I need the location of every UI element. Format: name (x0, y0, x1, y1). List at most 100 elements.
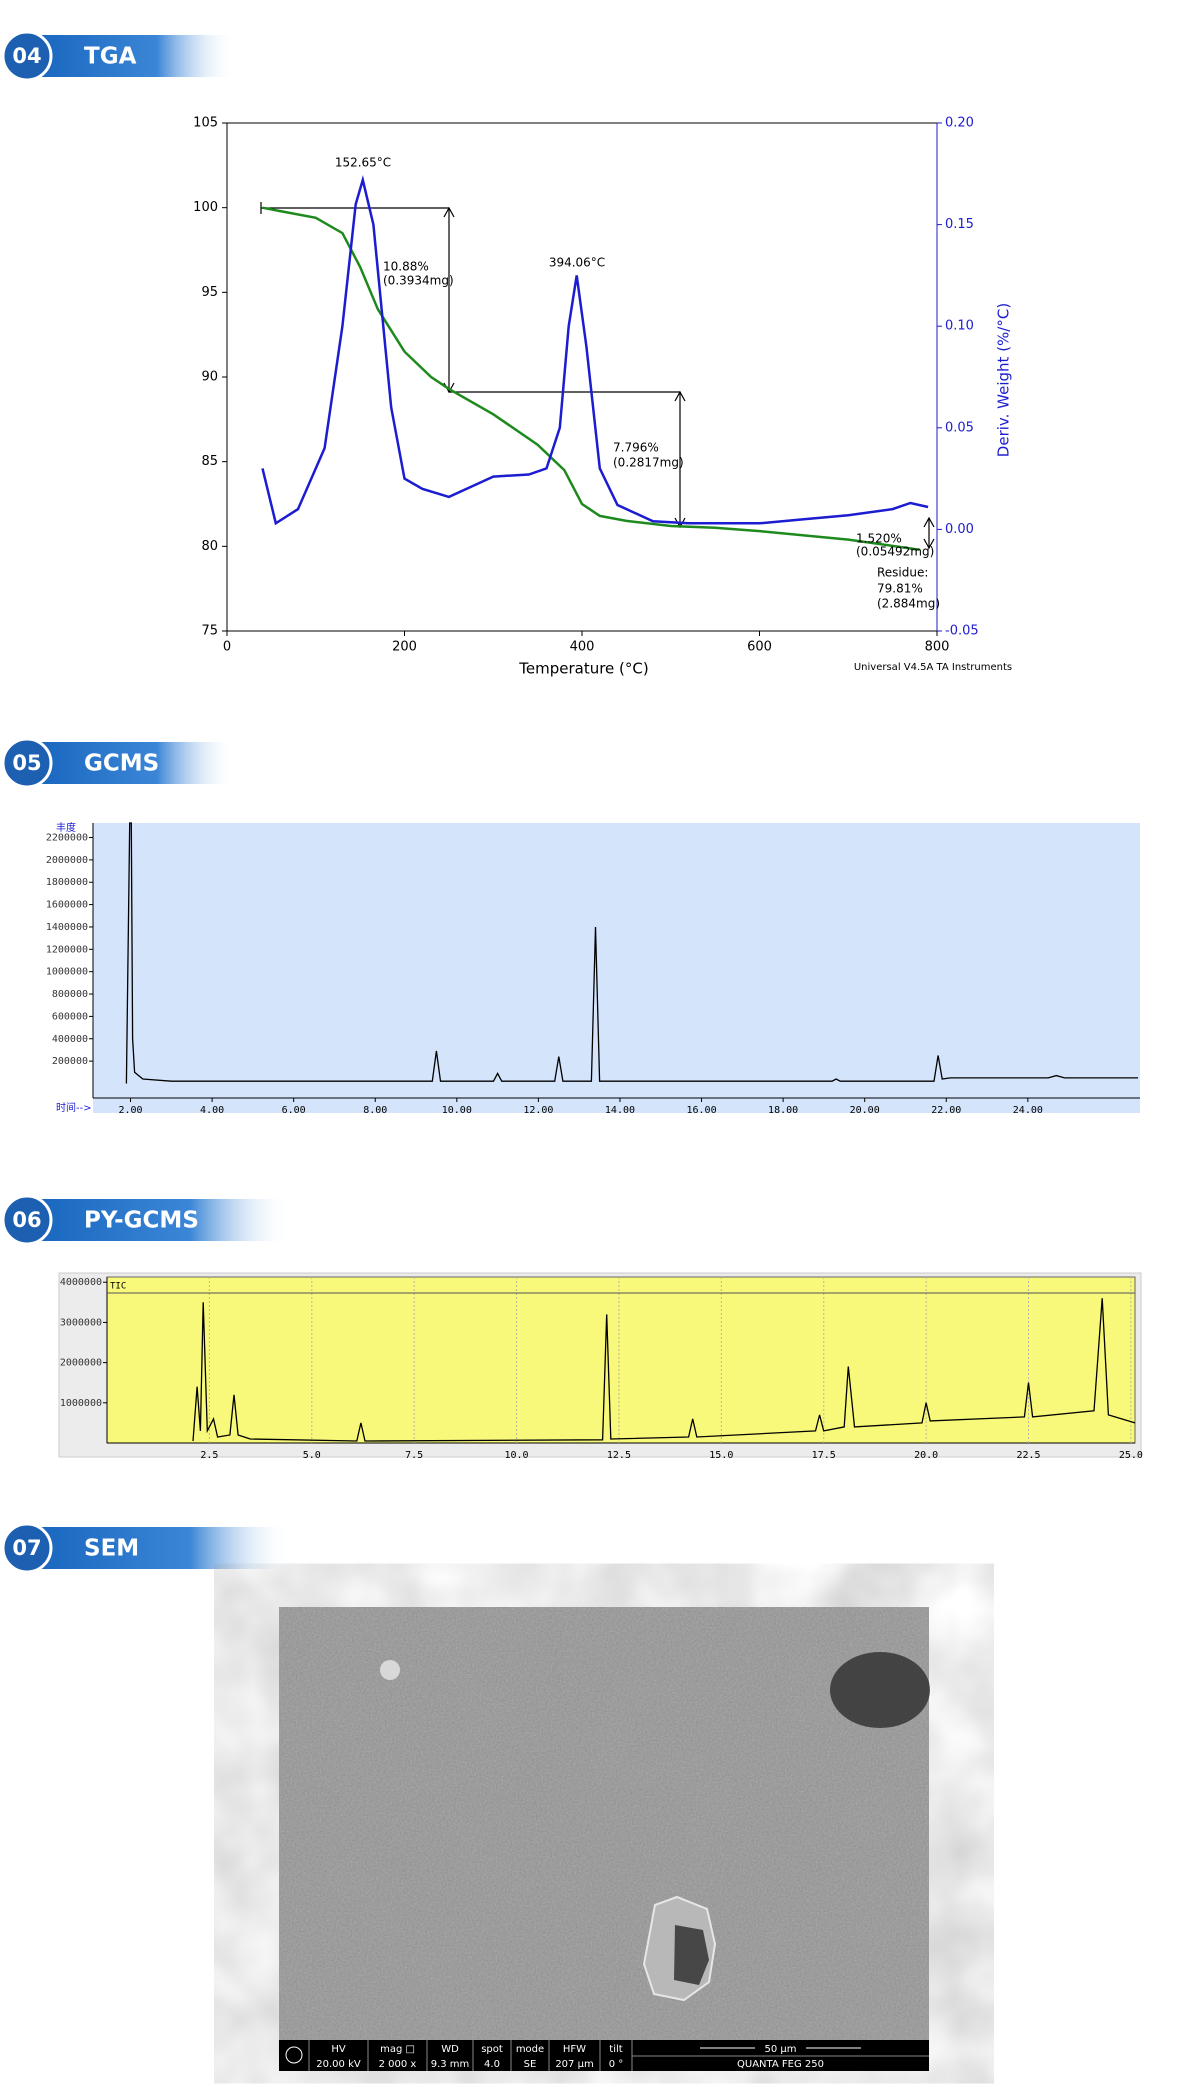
y-tick-label: 200000 (52, 1056, 88, 1067)
plot-area (93, 823, 1140, 1113)
info-value: QUANTA FEG 250 (737, 2059, 824, 2070)
annotation: (2.884mg) (877, 597, 940, 611)
info-value: 9.3 mm (431, 2059, 470, 2070)
info-label: HV (331, 2044, 346, 2055)
section-bar (40, 1527, 290, 1569)
section-number: 07 (12, 1536, 41, 1560)
annotation: 10.88% (383, 260, 429, 274)
y-tick-label: 2000000 (46, 855, 88, 866)
x-tick-label: 18.00 (768, 1105, 798, 1116)
x-tick-label: 5.0 (303, 1450, 321, 1461)
section-number: 04 (12, 44, 41, 68)
y2-tick-label: 0.20 (945, 116, 974, 131)
y-tick-label: 4000000 (60, 1277, 102, 1288)
y-tick-label: 1400000 (46, 922, 88, 933)
info-label: 50 µm (764, 2044, 796, 2055)
x-tick-label: 400 (570, 640, 595, 655)
section-bar (40, 35, 235, 77)
section-bar (40, 742, 235, 784)
info-value: 0 ° (609, 2059, 624, 2070)
x-tick-label: 200 (392, 640, 417, 655)
y-tick-label: 1200000 (46, 944, 88, 955)
x-tick-label: 600 (747, 640, 772, 655)
y-tick-label: 800000 (52, 989, 88, 1000)
y-tick-label: 2000000 (60, 1358, 102, 1369)
series-line (261, 175, 929, 526)
y2-tick-label: 0.05 (945, 420, 974, 435)
y-tick-label: 105 (193, 116, 218, 131)
x-tick-label: 800 (925, 640, 950, 655)
info-value: 20.00 kV (316, 2059, 361, 2070)
x-tick-label: 20.0 (914, 1450, 938, 1461)
arrow-head (923, 538, 935, 550)
y-axis-title: 丰度 (56, 821, 76, 834)
sem-logo (285, 2046, 303, 2064)
annotation: (0.2817mg) (613, 456, 684, 470)
section-bar (40, 1199, 290, 1241)
x-tick-label: 22.5 (1016, 1450, 1040, 1461)
info-label: WD (441, 2044, 459, 2055)
footnote: Universal V4.5A TA Instruments (854, 662, 1012, 673)
y2-tick-label: -0.05 (945, 624, 979, 639)
annotation: 1.520% (856, 532, 902, 546)
y-tick-label: 100 (193, 200, 218, 215)
x-tick-label: 0 (223, 640, 231, 655)
section-title: SEM (84, 1536, 139, 1562)
section-badge (1, 1522, 53, 1574)
y-tick-label: 600000 (52, 1011, 88, 1022)
sem-particle (380, 1660, 400, 1680)
y2-axis-title: Deriv. Weight (%/°C) (995, 303, 1013, 457)
y-tick-label: 1000000 (46, 967, 88, 978)
annotation: 79.81% (877, 582, 923, 596)
section-title: PY-GCMS (84, 1208, 199, 1234)
plot-frame (226, 122, 938, 632)
section-badge (1, 1194, 53, 1246)
annotation: 394.06°C (549, 256, 605, 270)
x-tick-label: 8.00 (363, 1105, 387, 1116)
annotation: 152.65°C (335, 156, 391, 170)
x-tick-label: 14.00 (605, 1105, 635, 1116)
arrow-head (923, 516, 935, 528)
y-tick-label: 90 (201, 370, 218, 385)
sem-particle-shadow (674, 1925, 709, 1985)
annotation: 7.796% (613, 441, 659, 455)
info-value: 2 000 x (379, 2059, 417, 2070)
section-badge (1, 737, 53, 789)
x-tick-label: 22.00 (931, 1105, 961, 1116)
info-label: HFW (563, 2044, 586, 2055)
y2-tick-label: 0.15 (945, 217, 974, 232)
series-line (192, 1298, 1136, 1442)
x-tick-label: 2.5 (200, 1450, 218, 1461)
x-tick-label: 7.5 (405, 1450, 423, 1461)
sem-grain (279, 1607, 929, 2040)
info-value: 4.0 (484, 2059, 500, 2070)
y-tick-label: 1000000 (60, 1398, 102, 1409)
y-tick-label: 80 (201, 539, 218, 554)
x-axis-title: Temperature (°C) (518, 660, 648, 678)
y-tick-label: 1800000 (46, 877, 88, 888)
x-axis-title: 时间--> (56, 1101, 92, 1114)
x-tick-label: 25.0 (1119, 1450, 1143, 1461)
x-tick-label: 16.00 (686, 1105, 716, 1116)
plot-area (106, 1276, 1136, 1444)
info-label: mag □ (380, 2044, 415, 2055)
section-number: 05 (12, 751, 41, 775)
x-tick-label: 24.00 (1013, 1105, 1043, 1116)
x-tick-label: 17.5 (812, 1450, 836, 1461)
x-tick-label: 12.00 (523, 1105, 553, 1116)
arrow-head (674, 390, 686, 402)
x-tick-label: 10.00 (442, 1105, 472, 1116)
y-tick-label: 400000 (52, 1034, 88, 1045)
info-label: mode (516, 2044, 544, 2055)
x-tick-label: 10.0 (505, 1450, 529, 1461)
x-tick-label: 20.00 (850, 1105, 880, 1116)
y2-tick-label: 0.00 (945, 522, 974, 537)
y-tick-label: 85 (201, 454, 218, 469)
section-title: TGA (84, 44, 137, 70)
arrow-head (443, 206, 455, 218)
x-tick-label: 6.00 (282, 1105, 306, 1116)
legend-label: TIC (110, 1282, 126, 1292)
x-tick-label: 15.0 (709, 1450, 733, 1461)
